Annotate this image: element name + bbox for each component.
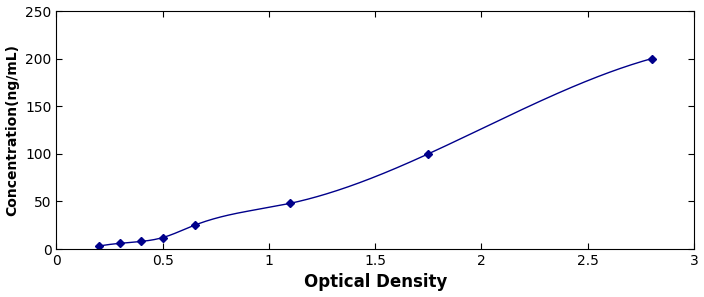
Y-axis label: Concentration(ng/mL): Concentration(ng/mL) (6, 44, 20, 216)
X-axis label: Optical Density: Optical Density (303, 274, 447, 291)
